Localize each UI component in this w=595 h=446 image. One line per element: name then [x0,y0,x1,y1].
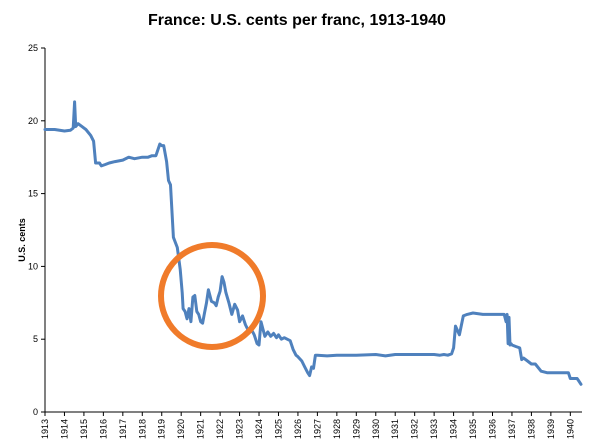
x-tick-label: 1924 [254,419,264,439]
x-tick-label: 1930 [371,419,381,439]
x-tick-label: 1934 [449,419,459,439]
y-tick-label: 15 [28,189,38,199]
x-tick-label: 1922 [215,419,225,439]
x-tick-label: 1927 [312,419,322,439]
x-tick-label: 1936 [488,419,498,439]
chart-title: France: U.S. cents per franc, 1913-1940 [148,12,446,29]
x-tick-label: 1919 [157,419,167,439]
y-tick-label: 20 [28,116,38,126]
x-tick-label: 1926 [293,419,303,439]
x-tick-label: 1940 [565,419,575,439]
x-tick-label: 1937 [507,419,517,439]
x-tick-label: 1914 [59,419,69,439]
x-axis-ticks: 1913 1914 1915 1916 1917 1918 1919 1920 1921 1922… [40,412,575,439]
series-group [43,100,583,386]
x-tick-label: 1925 [273,419,283,439]
x-tick-label: 1916 [98,419,108,439]
x-tick-label: 1928 [332,419,342,439]
highlight-circle-annotation [158,242,266,350]
x-tick-label: 1932 [410,419,420,439]
x-tick-label: 1929 [351,419,361,439]
y-tick-label: 10 [28,261,38,271]
x-tick-label: 1921 [196,419,206,439]
x-tick-label: 1931 [390,419,400,439]
x-tick-label: 1923 [235,419,245,439]
y-axis-label: U.S. cents [17,218,27,262]
x-tick-label: 1938 [526,419,536,439]
x-tick-label: 1913 [40,419,50,439]
y-tick-label: 0 [33,407,38,417]
y-tick-label: 25 [28,43,38,53]
x-tick-label: 1933 [429,419,439,439]
y-tick-label: 5 [33,334,38,344]
x-tick-label: 1920 [176,419,186,439]
y-axis-ticks: 0 5 10 15 20 25 [28,43,45,417]
series-line [43,100,583,386]
x-tick-label: 1918 [137,419,147,439]
x-tick-label: 1939 [546,419,556,439]
x-tick-label: 1915 [79,419,89,439]
x-tick-label: 1935 [468,419,478,439]
x-tick-label: 1917 [118,419,128,439]
